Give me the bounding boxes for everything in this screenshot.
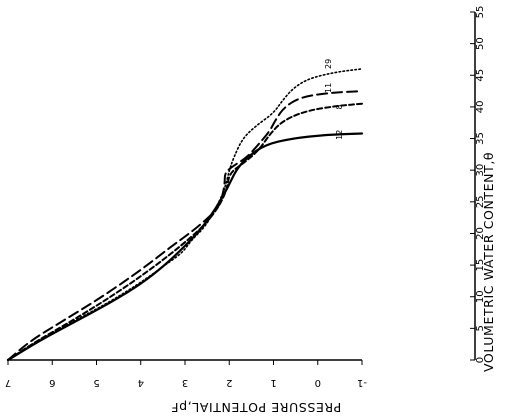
series-label-11: 11	[324, 83, 333, 93]
x-tick-label: 35	[475, 132, 486, 145]
x-tick-label: 25	[475, 195, 486, 208]
x-tick-label: 5	[475, 325, 486, 331]
x-tick-label: 10	[475, 290, 486, 303]
y-tick-label: 6	[49, 377, 55, 388]
y-axis-title: PRESSURE POTENTIAL,pF	[171, 400, 342, 415]
x-tick-label: 40	[475, 101, 486, 114]
y-tick-label: 7	[5, 377, 11, 388]
x-tick-label: 30	[475, 164, 486, 177]
y-tick-label: 5	[93, 377, 99, 388]
series-label-8: 8	[335, 104, 344, 109]
y-tick-label: 3	[182, 377, 188, 388]
series-group	[6, 68, 364, 362]
x-tick-label: 55	[475, 6, 486, 19]
y-tick-label: 2	[226, 377, 232, 388]
x-tick-label: 0	[475, 357, 486, 363]
x-tick-label: 20	[475, 227, 486, 240]
x-tick-label: 15	[475, 259, 486, 272]
x-ticks: 0 5 10 15 20 25 30 35 40 45 50 55	[470, 6, 486, 363]
series-line-11	[7, 90, 363, 361]
y-tick-label: 1	[270, 377, 276, 388]
series-line-12	[6, 132, 364, 362]
curve-labels: 12 8 11 29	[324, 59, 344, 140]
y-ticks: 7 6 5 4 3 2 1 0 -1	[5, 360, 367, 388]
series-label-29: 29	[324, 59, 333, 69]
series-line-29	[7, 68, 363, 361]
x-tick-label: 45	[475, 69, 486, 82]
x-tick-label: 50	[475, 37, 486, 50]
x-axis-title: VOLUMETRIC WATER CONTENT,θ	[481, 152, 496, 372]
series-label-12: 12	[335, 130, 344, 140]
y-tick-label: 0	[315, 377, 321, 388]
y-tick-label: 4	[138, 377, 144, 388]
y-tick-label: -1	[357, 377, 367, 388]
